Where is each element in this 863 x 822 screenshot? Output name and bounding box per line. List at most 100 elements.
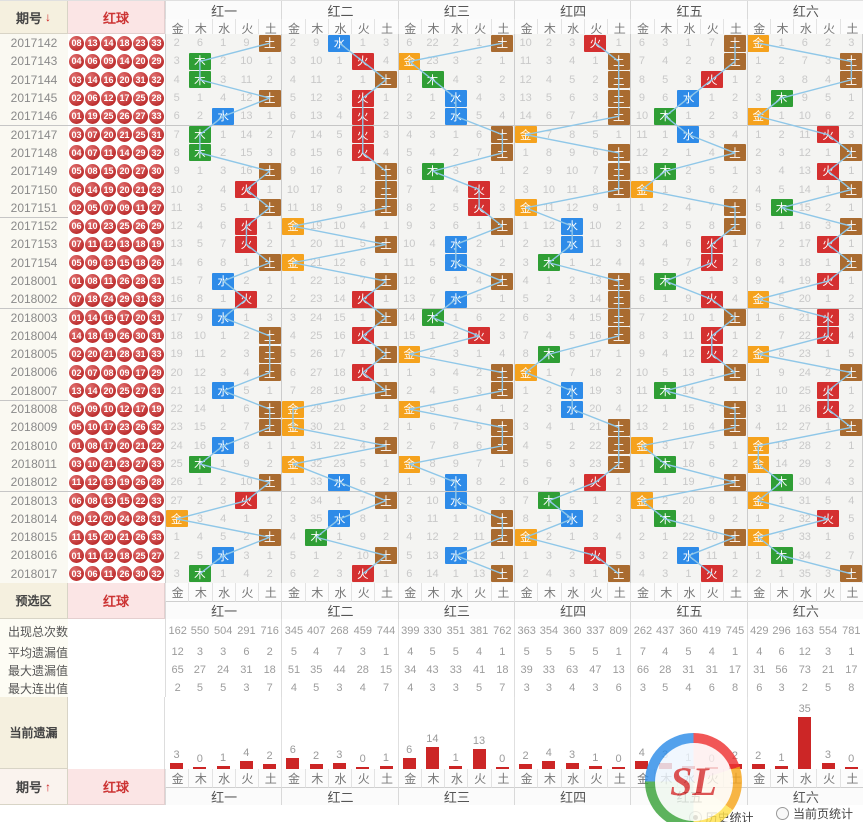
omission-value: 1 [452,752,459,764]
red-ball: 08 [85,273,100,289]
red-ball: 14 [117,53,132,69]
element-header: 金 [165,19,190,38]
red-ball: 21 [133,182,148,198]
element-header: 土 [490,769,515,788]
element-header: 木 [769,19,795,38]
red-ball: 27 [149,548,164,564]
group-divider [281,697,283,769]
element-header: 木 [304,769,329,788]
element-header: 火 [467,583,492,602]
stat-value: 262 [630,619,655,643]
element-block: 金 [281,217,304,235]
red-ball: 20 [117,163,132,179]
red-ball: 26 [133,218,148,234]
period-cell: 2018006 [0,363,69,382]
red-ball: 19 [149,236,164,252]
red-ball: 15 [101,163,116,179]
omission-value: 1 [382,752,389,764]
period-cell: 2018013 [0,491,69,510]
stat-value: 3 [234,679,259,697]
grid-cell: 15 [234,143,260,163]
red-ball: 03 [69,566,84,582]
red-ball: 02 [69,90,84,106]
red-ball: 05 [69,419,84,435]
stat-value: 2 [793,679,817,697]
red-ball: 33 [149,346,164,362]
element-block: 金 [747,34,770,52]
grid-cell: 14 [165,253,190,272]
grid-cell: 13 [327,271,353,291]
stat-value: 1 [490,643,514,661]
red-ball: 17 [117,90,132,106]
red-ball: 20 [117,438,132,454]
element-header: 木 [420,583,446,602]
element-header: 木 [304,19,329,38]
red-ball: 01 [69,273,84,289]
grid-cell: 10 [234,52,260,71]
omission-value: 2 [755,750,762,762]
red-ball: 11 [101,145,116,161]
red-ball: 06 [85,53,100,69]
stat-value: 3 [816,643,840,661]
red-ball: 24 [101,291,116,307]
element-header: 木 [653,583,678,602]
red-ball: 29 [149,365,164,381]
red-ball-row: 01 08 17 20 21 22 [68,436,166,455]
current-omission-ball-spacer [68,697,165,769]
red-ball-row: 03 06 11 26 30 32 [68,564,166,583]
stat-value: 4 [653,643,677,661]
red-ball: 32 [149,419,164,435]
stat-value: 31 [676,661,701,679]
red-ball: 20 [85,346,100,362]
red-ball: 14 [85,182,100,198]
red-ball: 13 [69,383,84,399]
red-ball: 19 [101,182,116,198]
stat-value: 1 [839,643,863,661]
element-header: 金 [746,19,771,38]
stat-value: 65 [165,661,190,679]
red-ball: 17 [101,419,116,435]
stat-value: 354 [537,619,561,643]
red-ball-row: 13 14 20 25 27 31 [68,381,166,400]
red-ball: 11 [85,236,100,252]
grid-cell: 13 [793,162,818,181]
radio-current-label: 当前页统计 [792,807,853,821]
red-ball: 26 [149,255,164,271]
group-header: 红二 [281,1,399,20]
radio-current-page-stats[interactable]: 当前页统计 [775,805,853,822]
period-header[interactable]: 期号 ↓ [0,1,68,34]
red-ball: 18 [117,35,132,51]
red-ball: 28 [149,90,164,106]
red-ball: 20 [101,383,116,399]
element-header: 金 [630,583,655,602]
red-ball: 16 [101,310,116,326]
red-ball: 08 [85,163,100,179]
stat-value: 5 [514,643,539,661]
stat-value: 12 [793,643,817,661]
red-ball: 20 [117,72,132,88]
footer-period-header[interactable]: 期号 ↑ [0,769,68,805]
element-block: 木 [421,162,444,180]
element-header: 木 [188,583,213,602]
stat-value: 2 [258,643,282,661]
group-header: 红五 [630,1,748,20]
element-header: 土 [374,583,399,602]
period-cell: 2017148 [0,143,69,163]
red-ball: 19 [85,108,100,124]
period-cell: 2018004 [0,326,69,346]
stat-value: 163 [793,619,817,643]
red-ball: 27 [133,383,148,399]
stat-value: 5 [211,679,235,697]
omission-value: 3 [824,749,832,761]
red-ball: 04 [69,145,84,161]
red-ball: 32 [149,145,164,161]
element-header: 金 [397,769,422,788]
red-ball: 31 [149,328,164,344]
stat-value: 44 [327,661,352,679]
element-header: 水 [211,769,236,788]
element-block: 金 [514,199,537,217]
stat-value: 8 [723,679,747,697]
red-ball: 21 [101,456,116,472]
red-ball: 01 [69,548,84,564]
